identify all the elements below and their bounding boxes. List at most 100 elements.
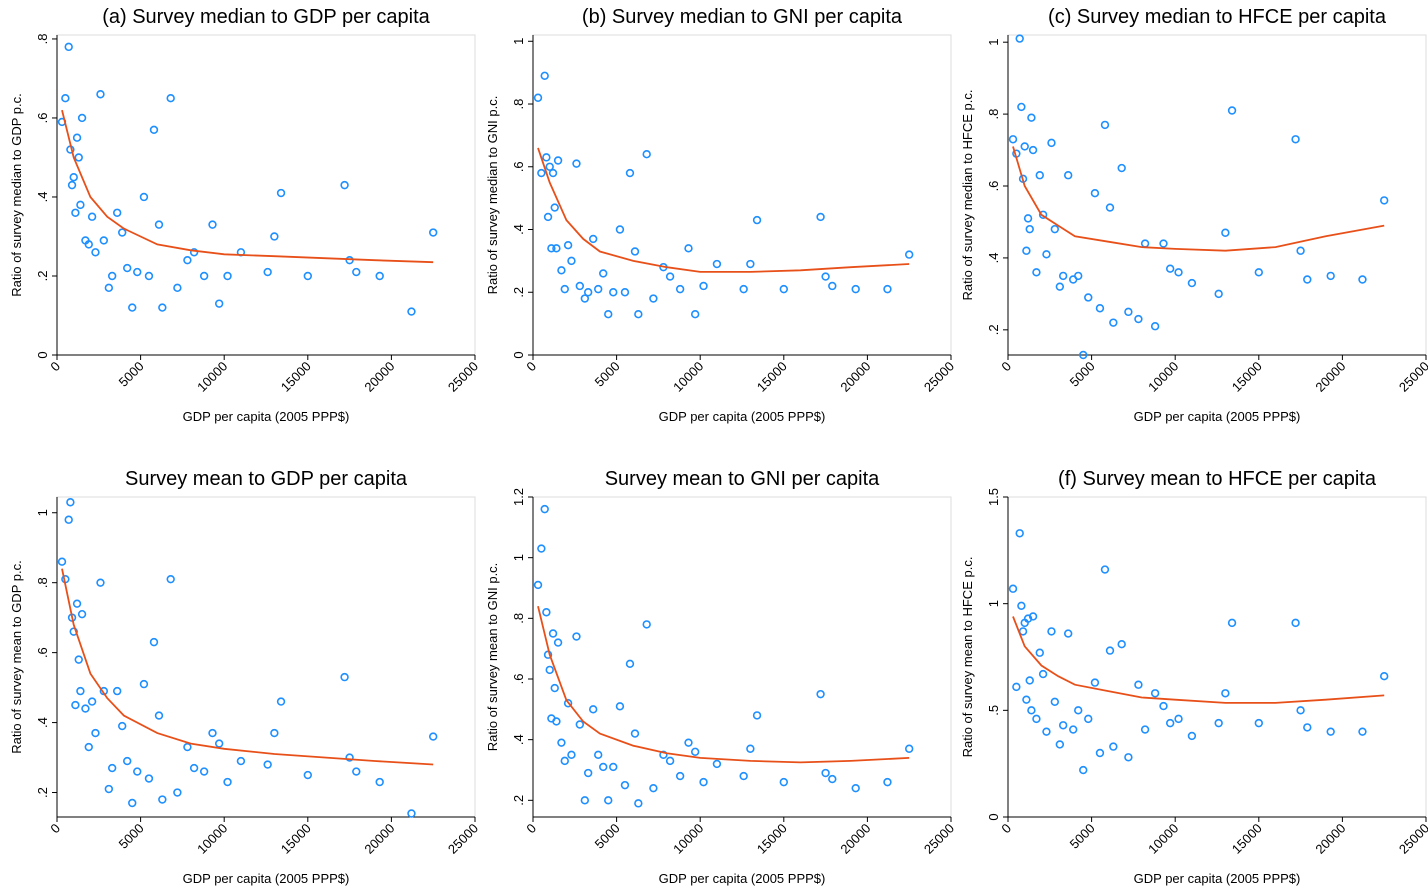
data-point	[183, 742, 192, 752]
data-point	[208, 220, 217, 229]
x-tick-label: 5000	[592, 821, 623, 852]
x-tick-label: 5000	[116, 359, 147, 390]
data-point	[550, 203, 559, 212]
data-point	[739, 771, 748, 781]
plot-frame	[532, 34, 952, 356]
data-point	[752, 215, 762, 225]
data-point	[72, 133, 82, 142]
data-point	[599, 762, 608, 772]
plot-frame	[56, 496, 476, 818]
data-point	[545, 162, 554, 171]
data-point	[158, 303, 167, 312]
panel: (c) Survey median to HFCE per capita GDP …	[960, 6, 1428, 424]
data-point	[1055, 282, 1065, 291]
data-point	[77, 609, 87, 619]
data-point	[1017, 601, 1026, 610]
y-tick-label: .4	[511, 734, 526, 745]
data-point	[665, 756, 675, 766]
data-point	[821, 768, 830, 778]
data-point	[1165, 718, 1175, 728]
data-point	[1020, 142, 1029, 151]
data-point	[303, 271, 312, 281]
x-tick-label: 0	[47, 359, 63, 375]
data-point	[572, 159, 581, 168]
data-point	[340, 180, 349, 190]
data-point	[352, 267, 361, 277]
data-point	[563, 240, 573, 250]
data-point	[1117, 639, 1126, 649]
data-point	[112, 686, 122, 696]
x-axis-label: GDP per capita (2005 PPP$)	[183, 409, 350, 424]
panel: (b) Survey median to GNI per capita GDP p…	[485, 6, 957, 424]
y-axis-label: Ratio of survey median to GNI p.c.	[485, 96, 500, 295]
data-point	[594, 284, 603, 294]
data-point	[1358, 275, 1367, 284]
data-point	[533, 93, 543, 102]
y-tick-label: 1	[511, 554, 526, 561]
x-tick-label: 25000	[445, 359, 481, 395]
data-point	[1025, 224, 1034, 234]
plot-frame	[1007, 34, 1427, 356]
data-point	[552, 244, 561, 253]
data-point	[675, 771, 685, 781]
data-point	[1296, 706, 1305, 715]
data-point	[1084, 714, 1093, 724]
y-tick-label: .4	[511, 224, 526, 235]
data-point	[144, 774, 154, 783]
data-point	[699, 281, 708, 291]
data-point	[91, 728, 100, 738]
data-point	[1174, 714, 1183, 724]
data-point	[1023, 614, 1033, 623]
data-point	[630, 729, 640, 738]
data-point	[133, 267, 142, 277]
x-tick-label: 25000	[1396, 821, 1428, 857]
data-point	[1058, 271, 1068, 281]
data-point	[1090, 678, 1100, 687]
data-point	[828, 774, 837, 784]
y-tick-label: 0	[986, 813, 1001, 820]
panel: (f) Survey mean to HFCE per capita GDP pe…	[960, 468, 1428, 886]
data-point	[144, 271, 154, 281]
x-tick-label: 20000	[837, 821, 873, 857]
data-point	[684, 738, 693, 747]
data-point	[620, 288, 630, 297]
y-tick-label: .8	[35, 34, 50, 45]
x-tick-label: 10000	[1145, 821, 1181, 857]
x-tick-label: 10000	[670, 359, 706, 395]
data-point	[1296, 246, 1305, 255]
x-tick-label: 10000	[194, 359, 230, 395]
data-point	[76, 686, 85, 696]
data-point	[1100, 120, 1110, 130]
y-axis-label: Ratio of survey mean to GDP p.c.	[9, 560, 24, 753]
data-point	[1008, 584, 1018, 593]
data-point	[545, 665, 554, 675]
data-point	[588, 234, 598, 244]
data-point	[64, 42, 73, 52]
data-point	[548, 168, 558, 178]
data-point	[223, 777, 232, 787]
data-point	[690, 310, 700, 319]
x-tick-label: 15000	[754, 821, 790, 857]
x-tick-label: 15000	[1229, 821, 1265, 857]
data-point	[625, 168, 635, 178]
y-tick-label: 1.5	[986, 488, 1001, 506]
data-point	[604, 310, 613, 319]
data-point	[883, 284, 892, 294]
data-point	[1358, 727, 1367, 736]
data-point	[625, 659, 635, 669]
data-point	[1023, 214, 1033, 223]
data-point	[1291, 618, 1300, 628]
data-point	[1214, 718, 1223, 728]
data-point	[1022, 246, 1031, 255]
data-point	[71, 208, 80, 217]
data-point	[547, 244, 556, 253]
data-point	[1227, 106, 1237, 115]
data-point	[699, 777, 708, 787]
data-point	[712, 759, 722, 769]
y-tick-label: .6	[986, 181, 1001, 192]
panel-title: Survey mean to GNI per capita	[605, 468, 880, 490]
data-point	[533, 580, 543, 590]
y-tick-label: 1	[511, 38, 526, 45]
y-tick-label: 1	[35, 509, 50, 516]
x-tick-label: 15000	[1229, 359, 1265, 395]
